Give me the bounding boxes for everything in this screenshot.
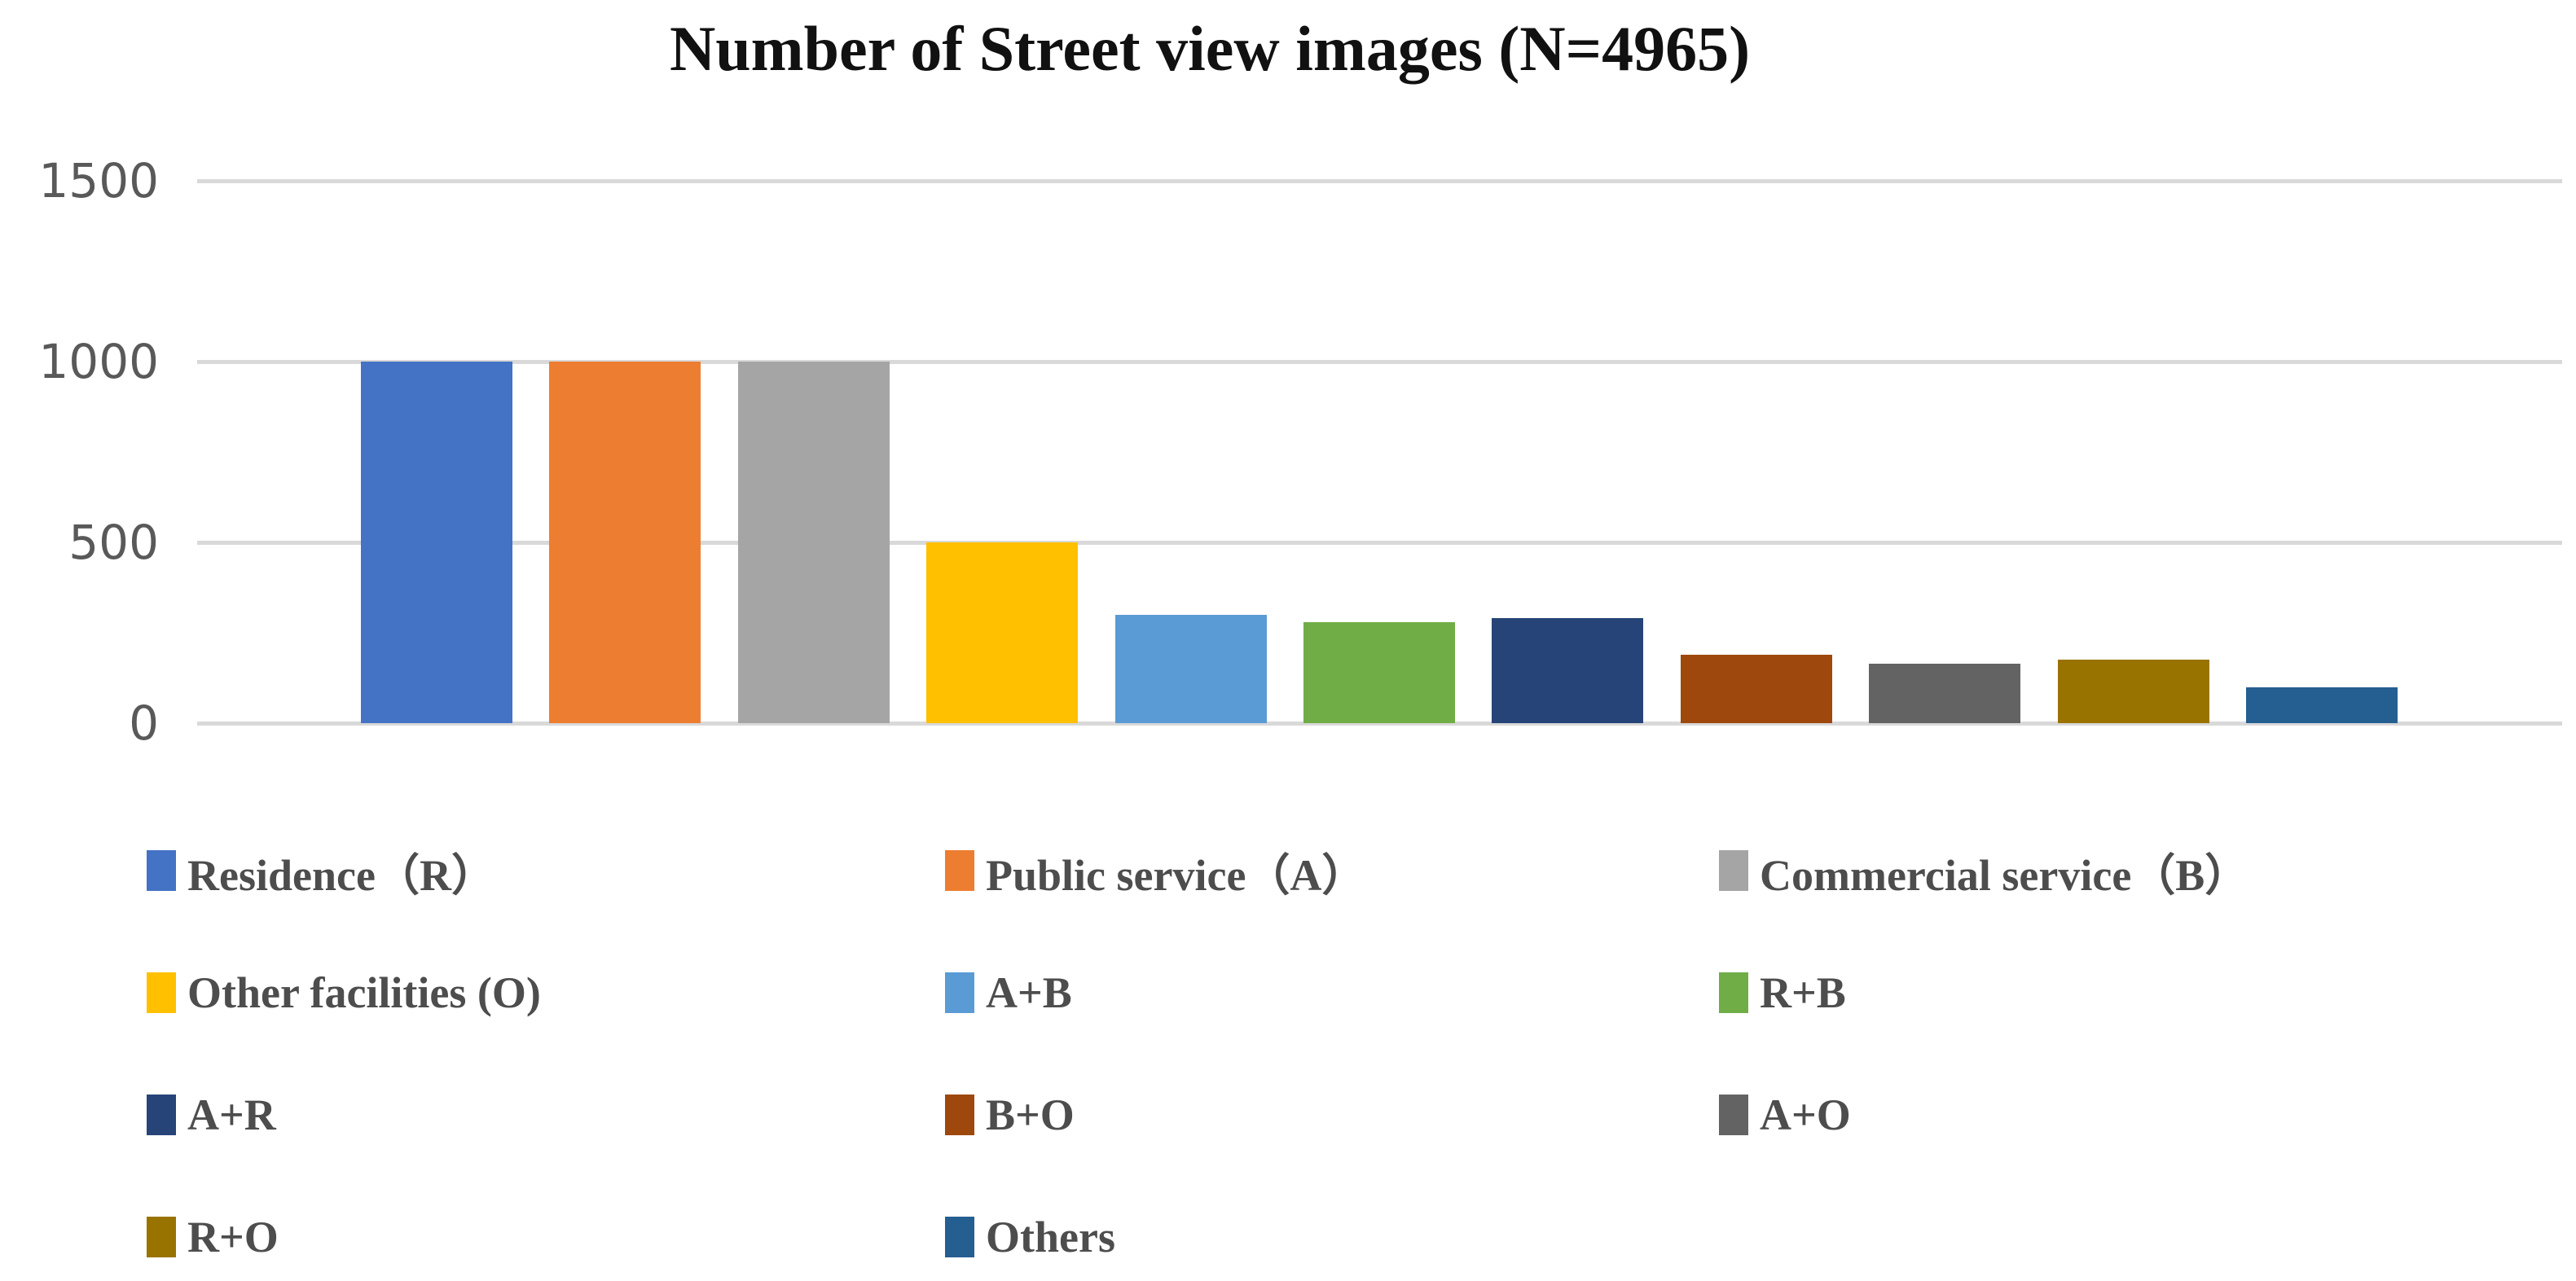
legend-item: B+O	[945, 1090, 1719, 1140]
legend-swatch-icon	[1719, 972, 1748, 1013]
legend-item-label: Others	[986, 1213, 1115, 1261]
legend-item: R+O	[147, 1212, 945, 1262]
plot-area	[197, 179, 2562, 726]
bar-a-r	[1492, 618, 1643, 723]
bar-others	[2246, 687, 2398, 723]
legend-item: A+R	[147, 1090, 945, 1140]
legend-item: A+B	[945, 967, 1719, 1018]
legend-item: Residence（R）	[147, 845, 945, 900]
legend-swatch-icon	[147, 850, 176, 891]
legend-item-label: Commercial service（B）	[1760, 850, 2249, 900]
bar-r-o	[2058, 660, 2209, 723]
legend-item: Public service（A）	[945, 845, 1719, 900]
legend-item-label: Other facilities (O)	[187, 968, 541, 1017]
bar-other-facilities-o	[926, 542, 1078, 723]
gridline	[197, 360, 2562, 364]
legend-swatch-icon	[945, 850, 974, 891]
legend-item: Commercial service（B）	[1719, 845, 2542, 900]
legend-item-label: B+O	[986, 1090, 1075, 1139]
y-axis-tick-label: 0	[129, 695, 159, 751]
bar-public-service-a	[549, 362, 701, 723]
legend-item-label: A+O	[1760, 1090, 1851, 1139]
bar-r-b	[1303, 622, 1455, 723]
legend-item: A+O	[1719, 1090, 2542, 1140]
legend-item-label: Residence（R）	[187, 850, 495, 900]
bar-b-o	[1681, 655, 1832, 723]
legend-swatch-icon	[147, 1217, 176, 1257]
legend: Residence（R） Public service（A） Commercial …	[147, 845, 2542, 1262]
legend-swatch-icon	[945, 1217, 974, 1257]
legend-item: Others	[945, 1212, 1719, 1262]
legend-swatch-icon	[945, 1095, 974, 1135]
legend-swatch-icon	[1719, 850, 1748, 891]
legend-swatch-icon	[147, 1095, 176, 1135]
legend-swatch-icon	[1719, 1095, 1748, 1135]
legend-swatch-icon	[945, 972, 974, 1013]
y-axis-tick-label: 500	[68, 515, 159, 570]
chart-title: Number of Street view images (N=4965)	[669, 13, 1751, 84]
legend-item: R+B	[1719, 967, 2542, 1018]
bar-a-o	[1869, 664, 2020, 723]
legend-item-label: Public service（A）	[986, 850, 1366, 900]
gridline	[197, 541, 2562, 545]
y-axis-tick-label: 1500	[38, 153, 159, 208]
legend-item-label: A+R	[187, 1090, 276, 1139]
legend-item-label: R+B	[1760, 968, 1846, 1017]
bar-a-b	[1115, 615, 1267, 723]
legend-item-label: R+O	[187, 1213, 279, 1261]
legend-item-label: A+B	[986, 968, 1072, 1017]
bar-residence-r	[361, 362, 512, 723]
y-axis-tick-label: 1000	[38, 334, 159, 389]
gridline	[197, 722, 2562, 726]
legend-swatch-icon	[147, 972, 176, 1013]
gridline	[197, 179, 2562, 183]
bar-commercial-service-b	[738, 362, 890, 723]
legend-item: Other facilities (O)	[147, 967, 945, 1018]
